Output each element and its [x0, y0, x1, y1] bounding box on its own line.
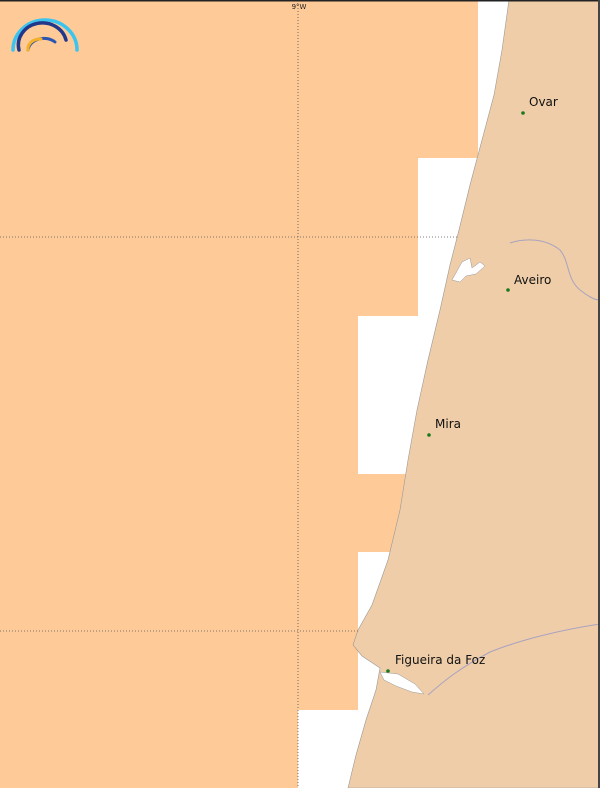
logo	[11, 18, 79, 52]
city-mira[interactable]: Mira	[427, 417, 461, 437]
city-dot	[427, 433, 431, 437]
city-label: Mira	[435, 417, 461, 431]
city-label: Figueira da Foz	[395, 653, 485, 667]
coverage-area	[0, 0, 478, 788]
mondego-estuary	[379, 671, 425, 695]
river-vouga	[509, 239, 600, 301]
city-label: Ovar	[529, 95, 558, 109]
lon-label: 9°W	[292, 3, 307, 11]
city-dot	[506, 288, 510, 292]
city-figueira-da-foz[interactable]: Figueira da Foz	[386, 653, 485, 673]
city-ovar[interactable]: Ovar	[521, 95, 558, 115]
top-border	[0, 0, 600, 2]
city-dot	[386, 669, 390, 673]
city-label: Aveiro	[514, 273, 551, 287]
city-dot	[521, 111, 525, 115]
city-aveiro[interactable]: Aveiro	[506, 273, 551, 292]
aveiro-lagoon	[451, 257, 486, 283]
river-mondego	[427, 623, 600, 696]
land	[347, 0, 600, 788]
right-border	[598, 0, 600, 788]
